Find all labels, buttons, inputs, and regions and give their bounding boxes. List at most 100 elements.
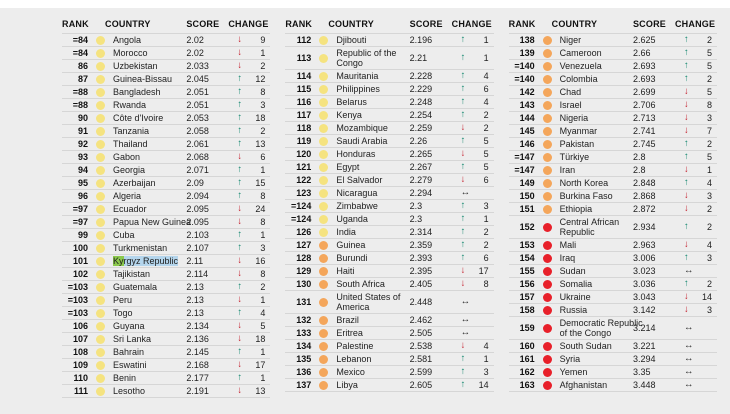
ranking-table-3: RANK COUNTRY SCORE CHANGE 138 Niger 2.62… xyxy=(508,14,717,398)
table-row: =84 Morocco 2.02 ↓ 1 xyxy=(62,47,271,60)
change-cell: ↓ 8 xyxy=(228,269,270,280)
table-row: =147 Iran 2.8 ↓ 1 xyxy=(508,164,717,177)
score-value: 2.13 xyxy=(186,308,204,318)
band-dot-icon xyxy=(96,373,105,383)
change-value: 5 xyxy=(706,152,712,162)
change-cell: ↑ 6 xyxy=(452,253,494,264)
rank-value: 128 xyxy=(296,253,312,263)
table-header: RANK COUNTRY SCORE CHANGE xyxy=(62,14,270,33)
change-value: 2 xyxy=(483,110,489,120)
change-arrow-icon: ↑ xyxy=(683,278,689,289)
change-arrow-icon: ↓ xyxy=(683,291,689,302)
change-cell: ↓ 6 xyxy=(452,175,494,186)
country-label: Central African Republic xyxy=(559,217,620,237)
score-value: 2.8 xyxy=(632,165,646,175)
rank-value: 130 xyxy=(296,279,312,289)
score-value: 3.043 xyxy=(632,292,656,302)
change-cell: ↓ 16 xyxy=(228,256,270,267)
table-row: 87 Guinea-Bissau 2.045 ↑ 12 xyxy=(62,73,271,86)
score-value: 2.21 xyxy=(409,53,428,63)
score-value: 3.036 xyxy=(632,279,656,289)
change-cell: ↑ 2 xyxy=(452,110,494,121)
score-value: 2.963 xyxy=(632,240,656,250)
change-value: 8 xyxy=(260,87,266,97)
score-value: 2.599 xyxy=(409,367,433,377)
change-value: 18 xyxy=(255,334,266,344)
change-cell: ↑ 3 xyxy=(228,243,270,254)
rank-value: 118 xyxy=(296,123,312,133)
change-arrow-icon: ↓ xyxy=(237,385,243,396)
country-label: Georgia xyxy=(113,165,146,175)
column-header-country: COUNTRY xyxy=(105,19,151,29)
band-dot-icon xyxy=(542,178,552,188)
change-value: 17 xyxy=(478,266,489,276)
country-label: Tajikistan xyxy=(113,269,151,279)
country-label: Ethiopia xyxy=(559,204,593,214)
change-arrow-icon: ↑ xyxy=(237,86,243,97)
band-dot-icon xyxy=(319,175,329,185)
table-row: =124 Uganda 2.3 ↑ 1 xyxy=(285,213,494,226)
band-dot-icon xyxy=(96,282,105,292)
band-dot-icon xyxy=(96,295,105,305)
change-value: 5 xyxy=(260,321,266,331)
change-value: 2 xyxy=(706,35,712,45)
table-row: 159 Democratic Republic of the Congo 3.2… xyxy=(508,317,717,340)
change-value: 1 xyxy=(483,53,489,63)
change-cell: ↔ xyxy=(675,367,717,377)
change-cell: ↓ 18 xyxy=(228,334,270,345)
change-value: 3 xyxy=(483,367,489,377)
country-label: Djibouti xyxy=(336,35,367,45)
change-arrow-icon: ↑ xyxy=(237,372,243,383)
change-value: 1 xyxy=(483,214,489,224)
change-cell: ↓ 5 xyxy=(452,149,494,160)
change-cell: ↑ 18 xyxy=(228,113,270,124)
score-value: 3.221 xyxy=(632,341,656,351)
table-row: 134 Palestine 2.538 ↓ 4 xyxy=(285,340,494,353)
change-arrow-icon: ↓ xyxy=(683,190,689,201)
table-row: 136 Mexico 2.599 ↑ 3 xyxy=(285,366,494,379)
score-value: 2.693 xyxy=(632,74,656,84)
change-value: 14 xyxy=(701,292,712,302)
country-label: Pakistan xyxy=(559,139,595,149)
change-cell: ↑ 14 xyxy=(452,380,494,391)
country-label: India xyxy=(336,227,356,237)
rank-value: 111 xyxy=(73,386,88,396)
change-arrow-icon: ↑ xyxy=(460,161,466,172)
column-header-change: CHANGE xyxy=(674,19,716,29)
rank-value: 87 xyxy=(77,74,88,84)
rank-value: 151 xyxy=(519,204,535,214)
change-value: 2 xyxy=(706,204,712,214)
country-label: Sudan xyxy=(559,266,586,276)
rank-value: 133 xyxy=(296,328,312,338)
column-header-change: CHANGE xyxy=(228,19,269,29)
band-dot-icon xyxy=(319,110,329,120)
change-cell: ↑ 2 xyxy=(675,35,717,46)
change-cell: ↔ xyxy=(675,266,717,276)
change-cell: ↑ 2 xyxy=(675,138,717,150)
change-arrow-icon: ↓ xyxy=(237,216,243,227)
table-row: 106 Guyana 2.134 ↓ 5 xyxy=(62,320,271,333)
country-label: Nigeria xyxy=(559,113,589,123)
score-value: 2.8 xyxy=(632,152,646,162)
band-dot-icon xyxy=(542,354,552,364)
change-value: 24 xyxy=(255,204,266,214)
band-dot-icon xyxy=(96,360,105,370)
change-cell: ↑ 1 xyxy=(228,230,270,241)
rank-value: =140 xyxy=(514,74,535,84)
table-row: 95 Azerbaijan 2.09 ↑ 15 xyxy=(62,177,271,190)
rank-value: 115 xyxy=(296,84,312,94)
change-value: 5 xyxy=(483,136,489,146)
table-row: 138 Niger 2.625 ↑ 2 xyxy=(508,34,717,47)
band-dot-icon xyxy=(319,253,329,263)
change-arrow-icon: ↔ xyxy=(683,322,694,333)
band-dot-icon xyxy=(319,380,329,390)
table-row: 101 Kyrgyz Republic 2.11 ↓ 16 xyxy=(62,255,271,268)
change-arrow-icon: ↓ xyxy=(460,340,466,351)
change-arrow-icon: ↑ xyxy=(683,138,689,149)
score-value: 2.934 xyxy=(632,222,656,232)
band-dot-icon xyxy=(96,87,105,97)
change-cell: ↔ xyxy=(452,297,494,307)
change-cell: ↓ 3 xyxy=(675,113,717,124)
change-value: 3 xyxy=(706,305,712,315)
change-cell: ↑ 3 xyxy=(675,253,717,264)
